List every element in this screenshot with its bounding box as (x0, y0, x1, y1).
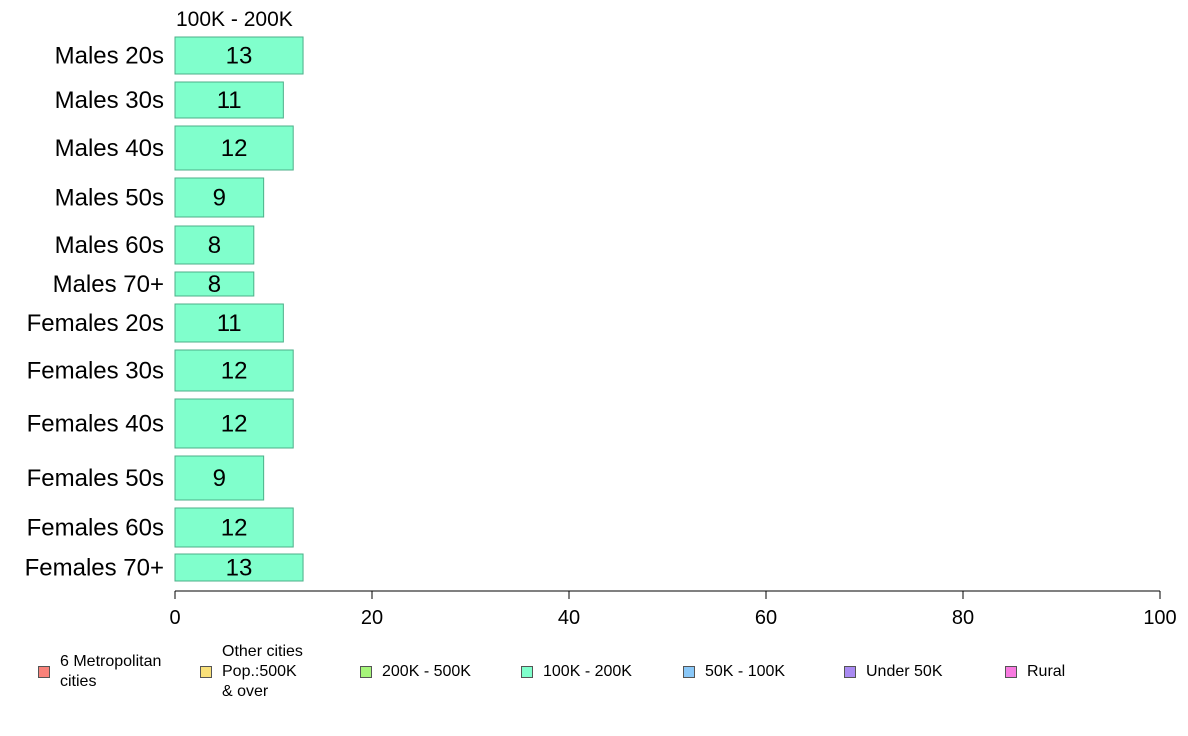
legend-swatch (200, 666, 212, 678)
legend-swatch (683, 666, 695, 678)
legend-item: 6 Metropolitan cities (38, 640, 161, 704)
x-axis: 0 20 40 60 80 100 (169, 590, 1177, 629)
data-label: 11 (217, 310, 242, 337)
data-label: 13 (226, 555, 253, 582)
legend-swatch (38, 666, 50, 678)
category-label: Females 50s (27, 465, 164, 492)
data-label: 8 (208, 271, 221, 298)
legend-label: 100K - 200K (543, 663, 632, 680)
category-label: Males 30s (55, 87, 164, 114)
legend-item: 100K - 200K (521, 640, 632, 704)
data-label: 12 (221, 515, 248, 542)
category-label: Males 20s (55, 43, 164, 70)
legend-item: Under 50K (844, 640, 943, 704)
bar (174, 177, 265, 218)
data-label: 12 (221, 411, 248, 438)
x-tick-label: 60 (755, 607, 777, 629)
bar (174, 303, 284, 343)
x-tick-label: 80 (952, 607, 974, 629)
legend-item: 50K - 100K (683, 640, 785, 704)
chart-title: 100K - 200K (176, 8, 293, 31)
legend-item: Other cities Pop.:500K & over (200, 640, 303, 704)
bar (174, 225, 255, 265)
data-label: 9 (213, 185, 226, 212)
bar (174, 398, 294, 449)
data-label: 12 (221, 135, 248, 162)
bar (174, 553, 304, 582)
legend-label: Under 50K (866, 663, 943, 680)
bar (174, 271, 255, 297)
x-tick-label: 0 (169, 607, 180, 629)
bar (174, 507, 294, 548)
legend-label: Other cities Pop.:500K & over (222, 643, 303, 700)
bar (174, 455, 265, 501)
category-label: Females 60s (27, 515, 164, 542)
legend-label: 50K - 100K (705, 663, 786, 680)
legend-swatch (1005, 666, 1017, 678)
legend-swatch (360, 666, 372, 678)
category-label: Females 70+ (25, 555, 164, 582)
category-label: Males 40s (55, 135, 164, 162)
legend-item: 200K - 500K (360, 640, 471, 704)
legend-label: 6 Metropolitan cities (60, 653, 162, 690)
bar (174, 125, 294, 171)
legend-label: 200K - 500K (382, 663, 471, 680)
bar (174, 349, 294, 392)
legend-label: Rural (1027, 663, 1066, 680)
legend-swatch (521, 666, 533, 678)
data-label: 12 (221, 358, 248, 385)
category-label: Males 50s (55, 185, 164, 212)
category-label: Males 60s (55, 232, 164, 259)
data-label: 9 (213, 465, 226, 492)
bar (174, 81, 284, 119)
category-label: Females 20s (27, 310, 164, 337)
data-label: 13 (226, 43, 253, 70)
data-label: 8 (208, 232, 221, 259)
x-tick-label: 20 (361, 607, 383, 629)
bar (174, 36, 304, 75)
data-label: 11 (217, 87, 242, 114)
legend-item: Rural (1005, 640, 1065, 704)
category-label: Males 70+ (53, 271, 164, 298)
bars-group: Males 20s 13 Males 30s 11 Males 40s 12 Males 5… (25, 36, 304, 582)
x-tick-label: 100 (1143, 607, 1176, 629)
legend: 6 Metropolitan cities Other cities Pop.:5… (0, 640, 1188, 720)
legend-swatch (844, 666, 856, 678)
category-label: Females 30s (27, 358, 164, 385)
x-tick-label: 40 (558, 607, 580, 629)
category-label: Females 40s (27, 411, 164, 438)
